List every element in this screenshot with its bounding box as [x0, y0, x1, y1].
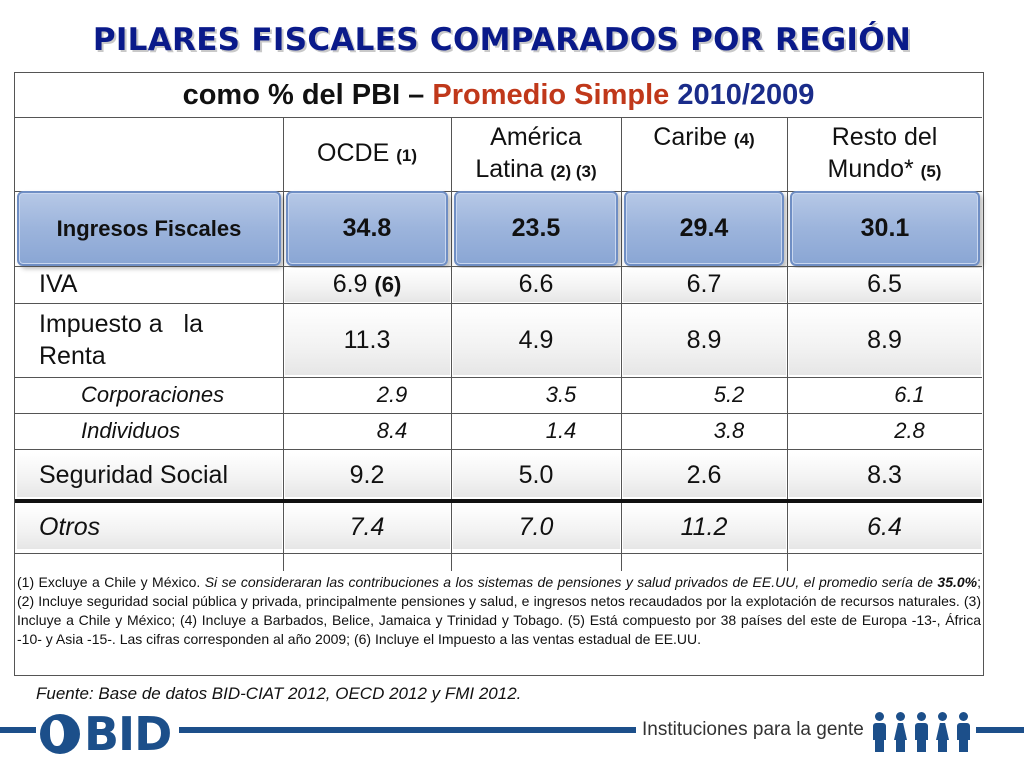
value-iva-resto: 6.5 — [867, 270, 902, 298]
fiscal-table: como % del PBI – Promedio Simple 2010/20… — [14, 72, 984, 676]
footer-bar — [0, 727, 1024, 733]
value-renta-ocde: 11.3 — [343, 325, 391, 354]
value-seguridad-america-latina: 5.0 — [518, 460, 554, 489]
value-otros-caribe: 11.2 — [680, 512, 728, 541]
row-label-ingresos-fiscales: Ingresos Fiscales — [17, 191, 281, 266]
value-iva-caribe: 6.7 — [686, 270, 722, 298]
value-individuos-ocde: 8.4 — [376, 418, 408, 443]
value-ingresos-caribe: 29.4 — [624, 191, 784, 266]
value-renta-caribe: 8.9 — [686, 325, 722, 354]
value-corporaciones-america-latina: 3.5 — [545, 382, 577, 407]
subtitle-accent: Promedio Simple — [432, 79, 670, 111]
row-label-seguridad-social: Seguridad Social — [39, 460, 229, 489]
value-renta-resto: 8.9 — [867, 325, 902, 354]
value-iva-ocde: 6.9 (6) — [332, 270, 402, 298]
value-renta-america-latina: 4.9 — [518, 325, 554, 354]
value-corporaciones-caribe: 5.2 — [713, 382, 745, 407]
column-header-america-latina: América Latina (2) (3) — [475, 122, 597, 183]
value-corporaciones-ocde: 2.9 — [376, 382, 408, 407]
value-individuos-america-latina: 1.4 — [545, 418, 577, 443]
column-header-resto-del-mundo: Resto del Mundo* (5) — [827, 122, 942, 183]
logo-text: BID — [84, 707, 172, 761]
row-label-impuesto-renta: Impuesto a la Renta — [39, 310, 203, 370]
footnotes: (1) Excluye a Chile y México. Si se cons… — [17, 574, 981, 647]
subtitle-year: 2010/2009 — [669, 79, 815, 111]
people-icon — [866, 708, 976, 752]
subtitle-prefix: como % del PBI – — [182, 79, 433, 111]
value-ingresos-ocde: 34.8 — [286, 191, 448, 266]
value-individuos-resto: 2.8 — [894, 418, 925, 443]
value-seguridad-ocde: 9.2 — [349, 460, 385, 489]
column-header-ocde: OCDE (1) — [317, 138, 417, 167]
row-label-individuos: Individuos — [81, 418, 181, 443]
table-subtitle: como % del PBI – Promedio Simple 2010/20… — [15, 73, 982, 117]
bid-logo: BID — [36, 706, 180, 762]
value-otros-america-latina: 7.0 — [518, 512, 554, 541]
value-seguridad-caribe: 2.6 — [686, 460, 722, 489]
slogan: Instituciones para la gente — [636, 712, 870, 748]
value-ingresos-resto: 30.1 — [790, 191, 980, 266]
value-seguridad-resto: 8.3 — [867, 460, 902, 489]
slide-title: PILARES FISCALES COMPARADOS POR REGIÓN — [92, 22, 912, 58]
value-otros-resto: 6.4 — [867, 512, 902, 541]
value-otros-ocde: 7.4 — [349, 512, 385, 541]
value-iva-america-latina: 6.6 — [518, 270, 554, 298]
value-corporaciones-resto: 6.1 — [894, 382, 925, 407]
row-label-otros: Otros — [39, 512, 101, 541]
row-label-iva: IVA — [39, 270, 78, 298]
row-label-corporaciones: Corporaciones — [81, 382, 225, 407]
source-note: Fuente: Base de datos BID-CIAT 2012, OEC… — [36, 684, 522, 703]
column-header-caribe: Caribe (4) — [653, 123, 755, 151]
globe-icon — [40, 714, 80, 754]
value-ingresos-america-latina: 23.5 — [454, 191, 618, 266]
value-individuos-caribe: 3.8 — [713, 418, 745, 443]
